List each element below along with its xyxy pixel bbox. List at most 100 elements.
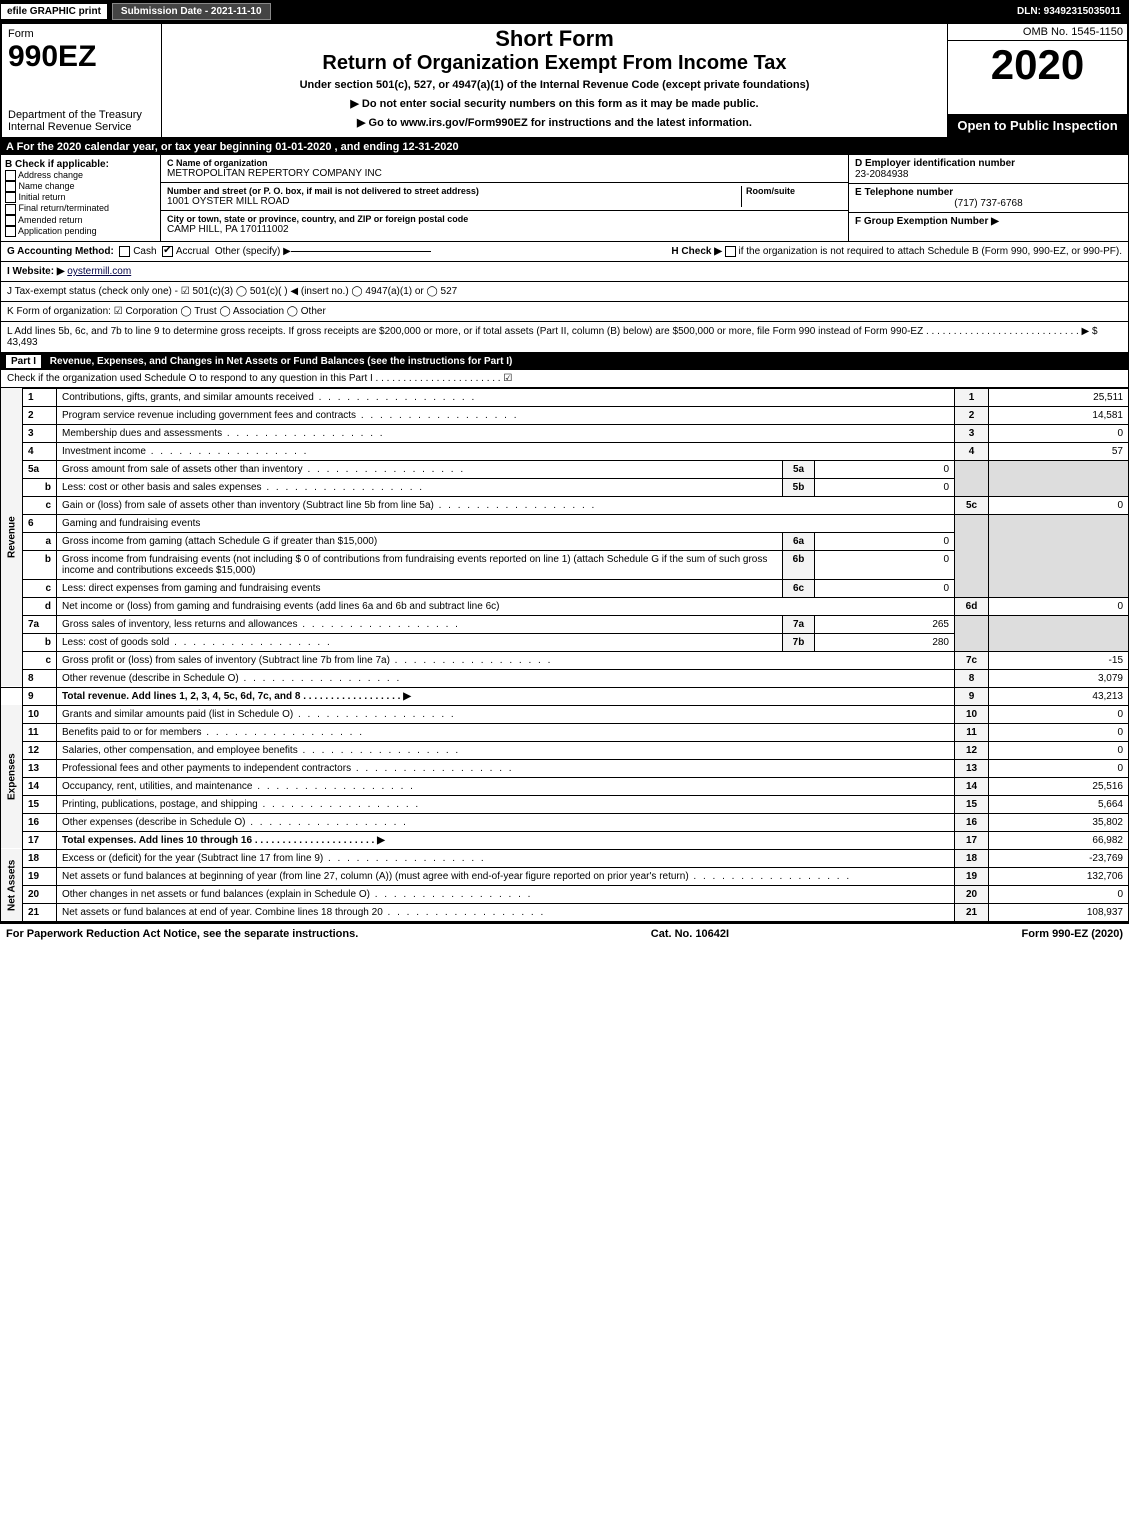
- g-accrual: Accrual: [176, 246, 209, 257]
- box-b-label: B Check if applicable:: [5, 159, 156, 170]
- line-9-box: 9: [955, 687, 989, 705]
- line-3-desc: Membership dues and assessments: [62, 428, 385, 439]
- check-address-change[interactable]: Address change: [5, 170, 156, 181]
- subtitle: Under section 501(c), 527, or 4947(a)(1)…: [170, 79, 939, 91]
- line-12-box: 12: [955, 741, 989, 759]
- line-7c-amt: -15: [989, 651, 1129, 669]
- form-header: Form 990EZ Department of the Treasury In…: [0, 22, 1129, 139]
- g-cash: Cash: [133, 246, 156, 257]
- row-k: K Form of organization: ☑ Corporation ◯ …: [0, 302, 1129, 322]
- check-application-pending[interactable]: Application pending: [5, 226, 156, 237]
- line-1-box: 1: [955, 388, 989, 406]
- line-19-amt: 132,706: [989, 867, 1129, 885]
- line-3-box: 3: [955, 424, 989, 442]
- line-14-amt: 25,516: [989, 777, 1129, 795]
- line-20-desc: Other changes in net assets or fund bala…: [62, 889, 532, 900]
- g-cash-check[interactable]: [119, 246, 130, 257]
- line-7b-desc: Less: cost of goods sold: [62, 637, 332, 648]
- line-17-no: 17: [23, 831, 57, 849]
- i-label: I Website: ▶: [7, 266, 65, 277]
- check-initial-return[interactable]: Initial return: [5, 192, 156, 203]
- line-8-no: 8: [23, 669, 57, 687]
- form-number: 990EZ: [8, 40, 155, 74]
- return-title: Return of Organization Exempt From Incom…: [170, 52, 939, 75]
- g-label: G Accounting Method:: [7, 246, 114, 257]
- line-5b-desc: Less: cost or other basis and sales expe…: [62, 482, 424, 493]
- box-d-label: D Employer identification number: [855, 158, 1122, 169]
- line-4-box: 4: [955, 442, 989, 460]
- line-6b-ival: 0: [815, 550, 955, 579]
- check-amended[interactable]: Amended return: [5, 215, 156, 226]
- line-7c-box: 7c: [955, 651, 989, 669]
- line-7a-ibox: 7a: [783, 615, 815, 633]
- topbar: efile GRAPHIC print Submission Date - 20…: [0, 0, 1129, 22]
- part-i-header: Part I Revenue, Expenses, and Changes in…: [0, 353, 1129, 370]
- footer-center: Cat. No. 10642I: [651, 928, 729, 940]
- form-label: Form: [8, 28, 155, 40]
- line-19-desc: Net assets or fund balances at beginning…: [62, 871, 851, 882]
- line-3-no: 3: [23, 424, 57, 442]
- line-2-no: 2: [23, 406, 57, 424]
- line-7a-no: 7a: [23, 615, 57, 633]
- line-2-amt: 14,581: [989, 406, 1129, 424]
- line-1-no: 1: [23, 388, 57, 406]
- line-4-desc: Investment income: [62, 446, 308, 457]
- line-12-no: 12: [23, 741, 57, 759]
- line-6-desc: Gaming and fundraising events: [57, 514, 955, 532]
- line-21-box: 21: [955, 903, 989, 921]
- line-13-amt: 0: [989, 759, 1129, 777]
- line-4-no: 4: [23, 442, 57, 460]
- j-text: J Tax-exempt status (check only one) - ☑…: [7, 286, 457, 297]
- line-5c-box: 5c: [955, 496, 989, 514]
- website-link[interactable]: oystermill.com: [67, 266, 131, 277]
- line-10-box: 10: [955, 705, 989, 723]
- line-6c-ival: 0: [815, 579, 955, 597]
- line-6a-desc: Gross income from gaming (attach Schedul…: [57, 532, 783, 550]
- line-6d-amt: 0: [989, 597, 1129, 615]
- h-check[interactable]: [725, 246, 736, 257]
- line-21-no: 21: [23, 903, 57, 921]
- row-j: J Tax-exempt status (check only one) - ☑…: [0, 282, 1129, 302]
- line-16-amt: 35,802: [989, 813, 1129, 831]
- line-10-amt: 0: [989, 705, 1129, 723]
- line-5a-ibox: 5a: [783, 460, 815, 478]
- g-accrual-check[interactable]: [162, 246, 173, 257]
- goto-link[interactable]: ▶ Go to www.irs.gov/Form990EZ for instru…: [170, 116, 939, 129]
- section-expenses: Expenses: [1, 705, 23, 849]
- line-17-desc: Total expenses. Add lines 10 through 16 …: [62, 835, 385, 846]
- check-name-change[interactable]: Name change: [5, 181, 156, 192]
- line-17-box: 17: [955, 831, 989, 849]
- line-16-box: 16: [955, 813, 989, 831]
- line-5b-ival: 0: [815, 478, 955, 496]
- org-street: 1001 OYSTER MILL ROAD: [167, 196, 741, 207]
- l-text: L Add lines 5b, 6c, and 7b to line 9 to …: [7, 326, 1098, 337]
- line-20-no: 20: [23, 885, 57, 903]
- line-13-no: 13: [23, 759, 57, 777]
- line-12-amt: 0: [989, 741, 1129, 759]
- line-6d-box: 6d: [955, 597, 989, 615]
- footer-left: For Paperwork Reduction Act Notice, see …: [6, 928, 358, 940]
- line-9-amt: 43,213: [989, 687, 1129, 705]
- line-7a-desc: Gross sales of inventory, less returns a…: [62, 619, 460, 630]
- line-16-no: 16: [23, 813, 57, 831]
- line-11-no: 11: [23, 723, 57, 741]
- line-15-no: 15: [23, 795, 57, 813]
- part-i-label: Part I: [6, 355, 41, 368]
- line-15-desc: Printing, publications, postage, and shi…: [62, 799, 420, 810]
- line-9-desc: Total revenue. Add lines 1, 2, 3, 4, 5c,…: [62, 691, 411, 702]
- line-5c-amt: 0: [989, 496, 1129, 514]
- line-6d-no: d: [23, 597, 57, 615]
- line-18-desc: Excess or (deficit) for the year (Subtra…: [62, 853, 486, 864]
- check-final-return[interactable]: Final return/terminated: [5, 203, 156, 214]
- line-17-amt: 66,982: [989, 831, 1129, 849]
- line-a: A For the 2020 calendar year, or tax yea…: [0, 139, 1129, 155]
- line-15-amt: 5,664: [989, 795, 1129, 813]
- line-21-amt: 108,937: [989, 903, 1129, 921]
- line-6d-desc: Net income or (loss) from gaming and fun…: [57, 597, 955, 615]
- part-i-table: Revenue 1 Contributions, gifts, grants, …: [0, 388, 1129, 922]
- efile-graphic-button[interactable]: efile GRAPHIC print: [0, 3, 108, 20]
- line-7b-no: b: [23, 633, 57, 651]
- line-11-box: 11: [955, 723, 989, 741]
- room-label: Room/suite: [746, 186, 842, 196]
- line-6b-desc: Gross income from fundraising events (no…: [57, 550, 783, 579]
